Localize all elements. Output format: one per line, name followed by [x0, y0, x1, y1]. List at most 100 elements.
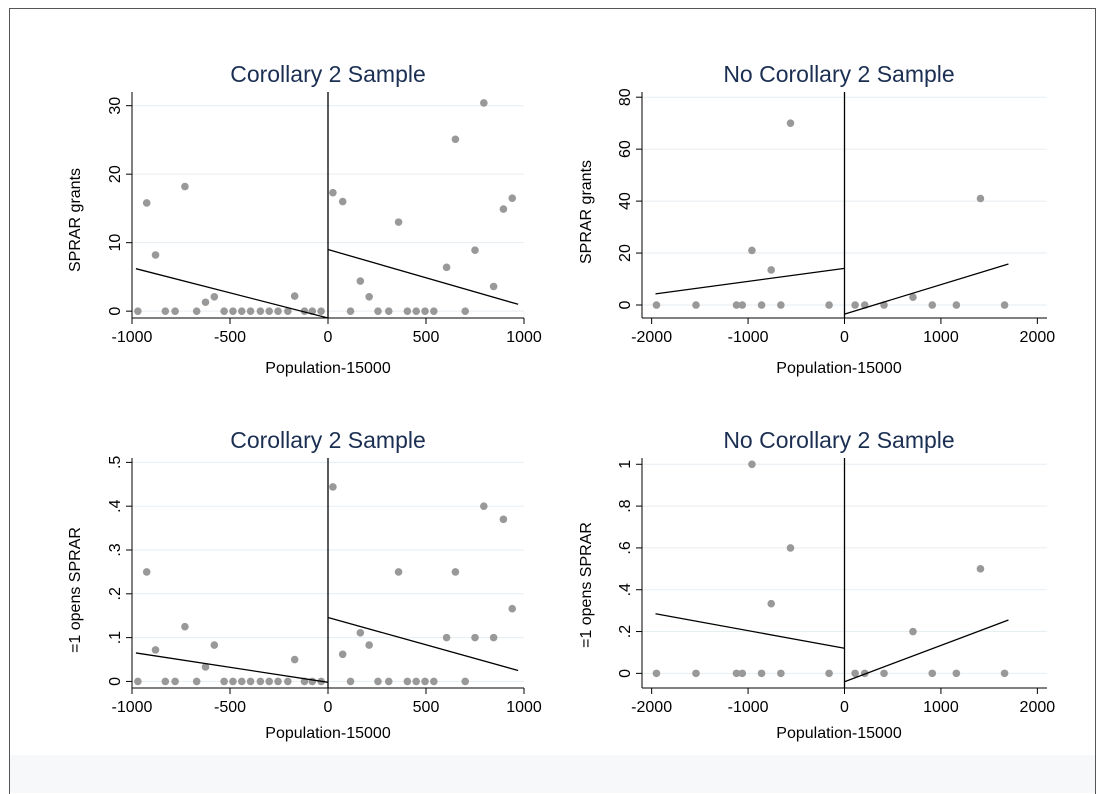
data-point	[692, 301, 700, 309]
data-point	[229, 677, 237, 686]
data-point	[976, 565, 985, 573]
x-tick-label: -1000	[112, 329, 153, 346]
data-point	[952, 301, 961, 309]
data-point	[284, 307, 292, 315]
x-tick-label: -500	[214, 329, 246, 346]
data-point	[329, 188, 337, 197]
x-tick-label: 1000	[506, 699, 542, 716]
x-axis-label: Population-15000	[776, 360, 902, 377]
data-point	[757, 301, 766, 309]
x-tick-label: -2000	[631, 699, 672, 716]
x-tick-label: -1000	[728, 699, 769, 716]
data-point	[220, 677, 228, 686]
data-point	[767, 266, 776, 274]
data-point	[738, 301, 747, 309]
data-point	[461, 677, 470, 686]
plot-area: -1000 -500 0 500 1000 0 10 20 30	[107, 92, 542, 346]
data-point	[394, 568, 403, 576]
data-point	[290, 655, 299, 664]
x-axis-label: Population-15000	[776, 725, 902, 742]
data-point	[442, 633, 451, 642]
panel-bottom-left: Corollary 2 Sample Population-15000 =1 o…	[67, 427, 542, 742]
data-point	[499, 515, 508, 524]
y-tick-label: 10	[107, 234, 124, 252]
data-point	[365, 641, 373, 649]
data-point	[471, 246, 479, 254]
data-point	[692, 669, 700, 678]
data-point	[329, 483, 337, 491]
data-point	[134, 677, 142, 686]
fit-line	[135, 652, 329, 683]
data-point	[229, 307, 237, 315]
data-point	[181, 182, 189, 191]
data-point	[256, 307, 265, 315]
data-point	[356, 629, 365, 637]
data-point	[134, 307, 142, 315]
y-tick-label: .4	[617, 583, 634, 596]
y-axis-label: SPRAR grants	[578, 160, 595, 264]
data-point	[290, 292, 299, 300]
y-tick-label: 1	[617, 460, 634, 469]
data-point	[365, 292, 373, 301]
data-point	[384, 677, 393, 686]
data-point	[192, 677, 201, 686]
figure-footer-band	[10, 755, 1095, 793]
data-point	[274, 677, 282, 686]
x-tick-label: -500	[214, 699, 246, 716]
data-point	[192, 307, 201, 315]
plot-area: -1000 -500 0 500 1000 0 .1 .2 .3 .4 .5	[107, 456, 542, 716]
data-point	[308, 677, 317, 686]
data-point	[346, 677, 355, 686]
data-point	[356, 277, 365, 285]
y-tick-label: .5	[107, 456, 124, 469]
data-point	[489, 282, 498, 291]
y-tick-label: 60	[617, 140, 634, 158]
data-point	[237, 307, 246, 315]
x-tick-label: 1000	[923, 329, 959, 346]
data-point	[489, 633, 498, 642]
data-point	[508, 604, 517, 613]
fit-line	[844, 263, 1009, 315]
y-tick-label: .3	[107, 543, 124, 556]
data-point	[851, 301, 859, 309]
figure-frame	[9, 8, 1096, 794]
data-point	[374, 307, 382, 315]
y-tick-label: 40	[617, 192, 634, 210]
plot-area: -2000 -1000 0 1000 2000 0 .2 .4 .6 .8 1	[617, 458, 1055, 716]
data-point	[403, 677, 412, 686]
data-point	[909, 293, 917, 302]
data-point	[256, 677, 265, 686]
data-point	[757, 669, 766, 678]
x-tick-label: 500	[413, 329, 440, 346]
data-point	[825, 301, 833, 309]
data-point	[394, 218, 403, 226]
plot-area: -2000 -1000 0 1000 2000 0 20 40 60 80	[617, 88, 1055, 346]
y-tick-label: 0	[107, 307, 124, 316]
data-point	[777, 669, 785, 678]
data-point	[442, 263, 451, 272]
y-tick-label: 30	[107, 97, 124, 115]
fit-line	[655, 613, 845, 649]
data-point	[220, 307, 228, 315]
data-point	[976, 194, 985, 203]
data-point	[284, 677, 292, 686]
data-point	[171, 677, 179, 686]
fit-line	[327, 248, 519, 305]
data-point	[181, 622, 189, 631]
data-point	[480, 99, 488, 107]
data-point	[732, 669, 741, 678]
data-point	[161, 307, 170, 315]
data-point	[928, 669, 937, 678]
panel-bottom-right: No Corollary 2 Sample Population-15000 =…	[578, 427, 1055, 742]
data-point	[246, 677, 255, 686]
data-point	[451, 135, 460, 144]
data-point	[338, 650, 347, 659]
panel-title: Corollary 2 Sample	[230, 61, 426, 87]
data-point	[142, 568, 151, 576]
data-point	[471, 633, 479, 642]
data-point	[786, 544, 795, 552]
panel-title: No Corollary 2 Sample	[723, 427, 954, 453]
data-point	[201, 298, 210, 307]
data-point	[412, 677, 421, 686]
